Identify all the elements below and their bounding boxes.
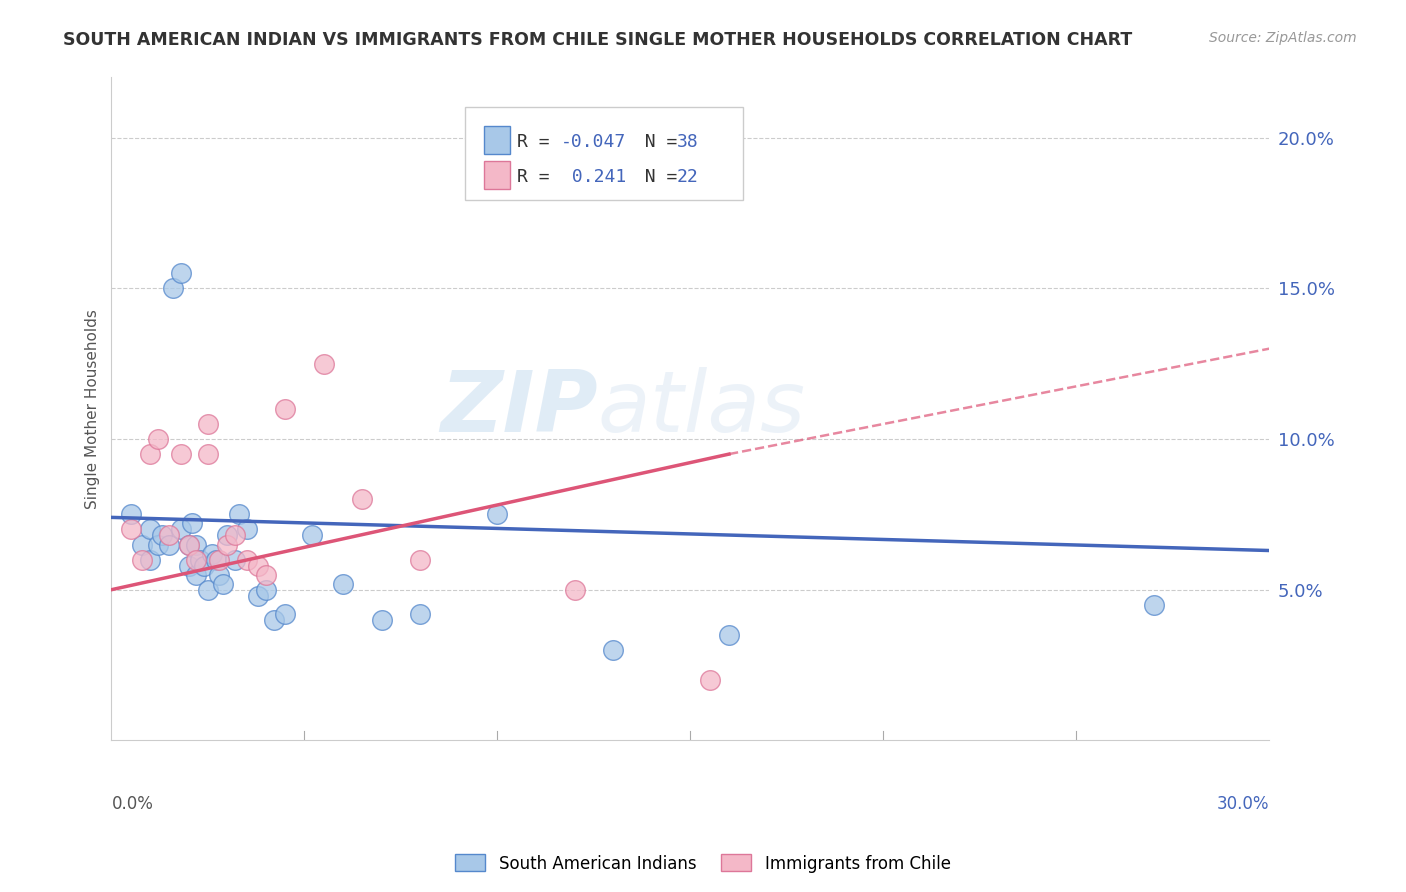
Text: 0.241: 0.241 — [561, 168, 626, 186]
Point — [193, 558, 215, 573]
Text: R =: R = — [517, 168, 560, 186]
Point — [235, 552, 257, 566]
Point — [718, 628, 741, 642]
Point — [602, 643, 624, 657]
Text: N =: N = — [623, 134, 689, 152]
FancyBboxPatch shape — [484, 161, 510, 189]
Point — [157, 537, 180, 551]
Point — [228, 508, 250, 522]
Point — [254, 567, 277, 582]
Point — [224, 528, 246, 542]
FancyBboxPatch shape — [464, 107, 742, 200]
Point — [120, 508, 142, 522]
Point — [409, 552, 432, 566]
Point — [204, 552, 226, 566]
Text: N =: N = — [623, 168, 689, 186]
Point — [177, 537, 200, 551]
Point — [146, 537, 169, 551]
Text: Source: ZipAtlas.com: Source: ZipAtlas.com — [1209, 31, 1357, 45]
Point — [370, 613, 392, 627]
Point — [131, 537, 153, 551]
Text: 22: 22 — [676, 168, 699, 186]
Point — [197, 447, 219, 461]
FancyBboxPatch shape — [484, 127, 510, 154]
Point — [186, 537, 208, 551]
Text: 0.0%: 0.0% — [111, 795, 153, 813]
Point — [139, 447, 162, 461]
Point — [177, 558, 200, 573]
Point — [332, 576, 354, 591]
Point — [301, 528, 323, 542]
Text: atlas: atlas — [598, 368, 806, 450]
Point — [224, 552, 246, 566]
Point — [170, 266, 193, 280]
Point — [170, 447, 193, 461]
Text: SOUTH AMERICAN INDIAN VS IMMIGRANTS FROM CHILE SINGLE MOTHER HOUSEHOLDS CORRELAT: SOUTH AMERICAN INDIAN VS IMMIGRANTS FROM… — [63, 31, 1132, 49]
Point — [177, 537, 200, 551]
Text: -0.047: -0.047 — [561, 134, 626, 152]
Point — [352, 492, 374, 507]
Point — [254, 582, 277, 597]
Point — [409, 607, 432, 621]
Point — [564, 582, 586, 597]
Point — [139, 523, 162, 537]
Point — [150, 528, 173, 542]
Point — [186, 567, 208, 582]
Point — [146, 432, 169, 446]
Point — [235, 523, 257, 537]
Point — [312, 357, 335, 371]
Point — [162, 281, 184, 295]
Point — [157, 528, 180, 542]
Point — [188, 552, 211, 566]
Point — [247, 558, 270, 573]
Point — [247, 589, 270, 603]
Text: R =: R = — [517, 134, 560, 152]
Point — [486, 508, 509, 522]
Point — [217, 528, 239, 542]
Text: ZIP: ZIP — [440, 368, 598, 450]
Text: 30.0%: 30.0% — [1218, 795, 1270, 813]
Point — [1143, 598, 1166, 612]
Point — [208, 567, 231, 582]
Point — [186, 552, 208, 566]
Text: 38: 38 — [676, 134, 699, 152]
Point — [201, 547, 224, 561]
Point — [170, 523, 193, 537]
Point — [208, 552, 231, 566]
Point — [131, 552, 153, 566]
Point — [120, 523, 142, 537]
Point — [212, 576, 235, 591]
Point — [699, 673, 721, 687]
Legend: South American Indians, Immigrants from Chile: South American Indians, Immigrants from … — [449, 847, 957, 880]
Point — [217, 537, 239, 551]
Point — [181, 516, 204, 531]
Y-axis label: Single Mother Households: Single Mother Households — [86, 309, 100, 508]
Point — [274, 401, 297, 416]
Point — [274, 607, 297, 621]
Point — [197, 417, 219, 431]
Point — [263, 613, 285, 627]
Point — [197, 582, 219, 597]
Point — [139, 552, 162, 566]
